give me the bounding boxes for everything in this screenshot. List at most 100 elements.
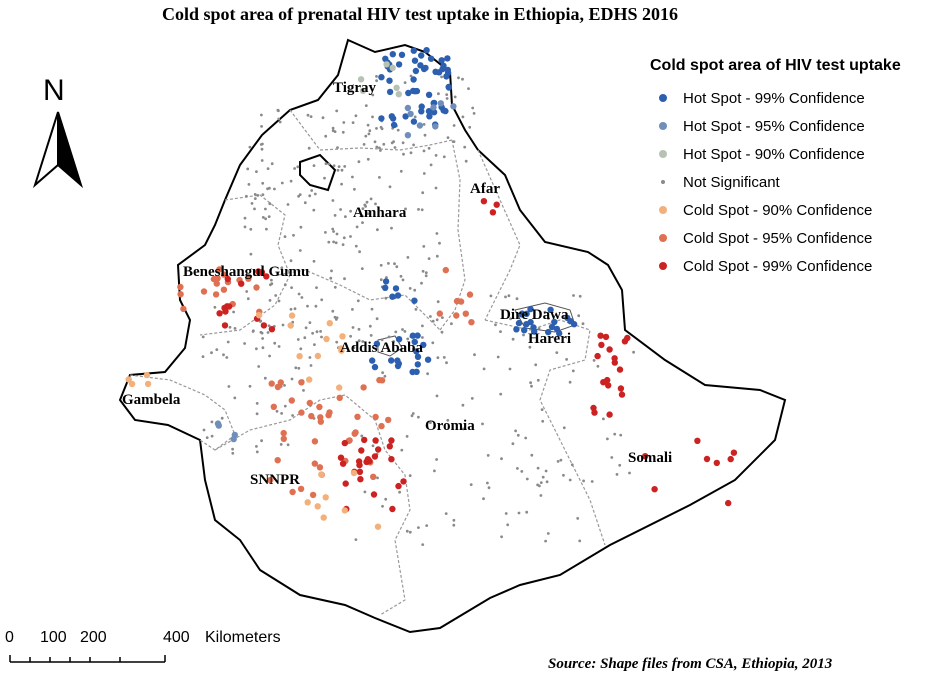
cluster-point: [375, 346, 379, 350]
afar-east-boundary: [477, 149, 521, 321]
cluster-point: [205, 436, 209, 439]
cluster-point: [335, 232, 339, 236]
cluster-point: [461, 403, 465, 407]
cluster-point: [355, 458, 363, 465]
cluster-point: [450, 322, 453, 326]
cluster-point: [357, 339, 361, 343]
cluster-point: [464, 159, 468, 163]
cluster-point: [261, 346, 265, 350]
cluster-point: [256, 194, 260, 197]
cluster-point: [592, 359, 596, 362]
cluster-point: [283, 384, 286, 387]
cluster-point: [268, 299, 272, 302]
cluster-point: [231, 451, 235, 455]
cluster-point: [275, 409, 279, 413]
cluster-point: [616, 366, 624, 373]
scale-tick-100: 100: [40, 629, 67, 646]
cluster-point: [380, 338, 384, 342]
legend-swatch-5: [659, 234, 667, 242]
cluster-point: [440, 75, 443, 79]
cluster-point: [250, 202, 254, 205]
cluster-point: [562, 426, 566, 430]
cluster-point: [413, 288, 417, 292]
cluster-point: [422, 149, 426, 153]
cluster-point: [311, 460, 318, 467]
cluster-point: [516, 467, 519, 470]
cluster-point: [279, 443, 283, 446]
cluster-point: [506, 523, 510, 527]
cluster-point: [405, 529, 409, 533]
cluster-point: [518, 311, 525, 318]
cluster-point: [466, 291, 474, 298]
cluster-point: [386, 88, 394, 96]
cluster-point: [409, 332, 417, 339]
cluster-point: [281, 323, 285, 327]
cluster-point: [268, 354, 271, 358]
cluster-point: [144, 380, 152, 388]
cluster-point: [382, 55, 389, 62]
cluster-point: [395, 265, 399, 269]
cluster-point: [287, 322, 294, 329]
cluster-point: [357, 160, 361, 164]
cluster-point: [416, 122, 424, 129]
cluster-point: [306, 376, 313, 383]
cluster-point: [312, 208, 316, 212]
cluster-point: [257, 365, 261, 368]
cluster-point: [410, 118, 418, 125]
cluster-point: [312, 164, 316, 168]
cluster-point: [602, 417, 605, 421]
cluster-point: [334, 241, 338, 245]
cluster-point: [379, 263, 383, 267]
cluster-point: [508, 367, 512, 371]
cluster-point: [312, 259, 316, 263]
cluster-point: [540, 408, 544, 411]
cluster-point: [296, 353, 303, 360]
cluster-point: [591, 409, 598, 416]
cluster-point: [291, 414, 294, 417]
cluster-point: [461, 77, 464, 81]
cluster-point: [395, 482, 402, 490]
bahir-dar-boundary: [299, 153, 337, 192]
cluster-point: [309, 364, 313, 367]
cluster-point: [581, 322, 585, 326]
cluster-point: [261, 216, 265, 219]
cluster-point: [292, 233, 295, 237]
cluster-point: [453, 95, 457, 99]
cluster-point: [370, 491, 378, 498]
cluster-point: [360, 434, 364, 438]
cluster-point: [384, 497, 388, 501]
cluster-point: [378, 176, 381, 179]
cluster-point: [351, 121, 355, 124]
cluster-point: [424, 274, 428, 278]
cluster-point: [314, 503, 321, 510]
cluster-point: [320, 514, 327, 521]
cluster-point: [568, 478, 572, 482]
cluster-point: [431, 341, 435, 345]
cluster-point: [246, 167, 250, 171]
cluster-point: [380, 127, 384, 131]
cluster-point: [390, 141, 394, 145]
cluster-point: [308, 356, 312, 359]
cluster-point: [499, 330, 502, 333]
cluster-point: [273, 341, 277, 345]
cluster-point: [375, 446, 382, 453]
cluster-point: [375, 79, 378, 83]
cluster-point: [444, 55, 451, 62]
cluster-point: [274, 294, 278, 297]
cluster-point: [411, 88, 419, 95]
cluster-point: [452, 140, 456, 144]
legend-swatch-4: [659, 206, 667, 214]
cluster-point: [404, 132, 412, 139]
cluster-point: [253, 197, 257, 201]
cluster-point: [325, 412, 332, 419]
cluster-point: [547, 317, 550, 320]
scale-unit: Kilometers: [205, 629, 281, 646]
cluster-point: [283, 404, 287, 408]
cluster-point: [422, 172, 426, 175]
map-legend: Cold spot area of HIV test uptake Hot Sp…: [650, 57, 901, 275]
cluster-point: [313, 343, 316, 346]
cluster-point: [349, 334, 352, 338]
cluster-point: [414, 353, 422, 360]
cluster-point: [261, 181, 265, 185]
cluster-point: [385, 276, 388, 279]
